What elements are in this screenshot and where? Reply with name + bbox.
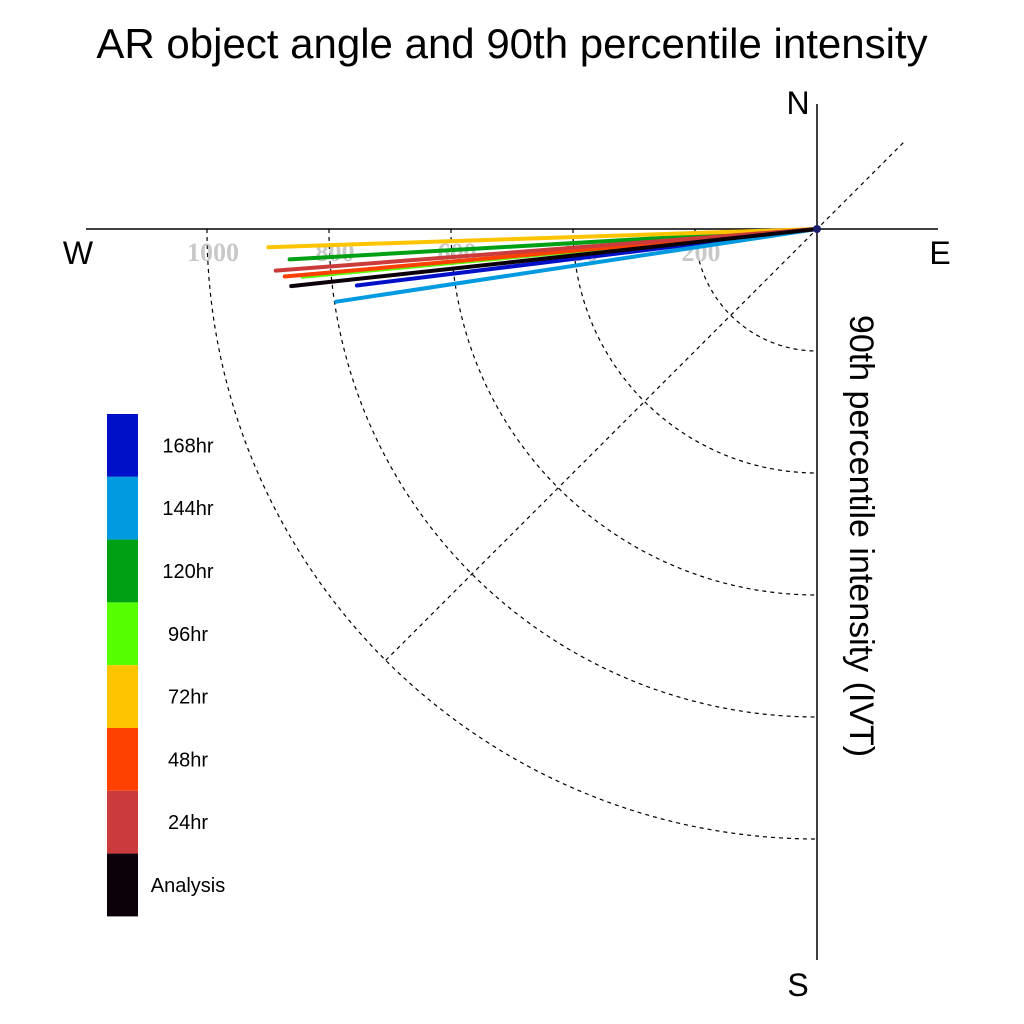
legend-swatch — [107, 602, 138, 666]
series-line-analysis — [289, 227, 819, 289]
legend-label: 120hr — [162, 561, 213, 583]
series-lines — [266, 225, 821, 304]
compass-south: S — [787, 967, 808, 1003]
legend-swatch — [107, 539, 138, 603]
grid-ring — [206, 228, 818, 840]
origin-point — [813, 225, 821, 233]
legend-swatch — [107, 414, 138, 477]
grid-diagonal — [385, 142, 904, 661]
legend-swatch — [107, 728, 138, 791]
legend: 168hr 144hr 120hr 96hr 72hr 48hr 24hr Analysis — [107, 414, 225, 917]
legend-label: 24hr — [168, 812, 208, 834]
legend-label: 72hr — [168, 687, 208, 709]
grid-ring — [450, 228, 818, 596]
tick-label: 1000 — [187, 238, 239, 267]
grid-ring — [328, 228, 818, 718]
compass-east: E — [929, 235, 950, 271]
legend-label: 144hr — [162, 498, 213, 520]
series-line-144hr — [334, 227, 819, 304]
tick-label: 800 — [316, 238, 355, 267]
legend-swatch — [107, 790, 138, 854]
legend-label: 48hr — [168, 749, 208, 771]
legend-label: 168hr — [162, 435, 213, 457]
compass-west: W — [63, 235, 94, 271]
series-line-24hr — [273, 227, 819, 273]
grid-ring — [694, 228, 818, 352]
y-axis-label: 90th percentile intensity (IVT) — [842, 315, 880, 757]
series-line-72hr — [266, 227, 819, 250]
legend-swatch — [107, 476, 138, 540]
legend-label: Analysis — [151, 875, 225, 897]
chart-title: AR object angle and 90th percentile inte… — [96, 20, 927, 67]
compass-north: N — [786, 85, 809, 121]
legend-swatch — [107, 665, 138, 728]
legend-label: 96hr — [168, 624, 208, 646]
legend-swatch — [107, 853, 138, 917]
